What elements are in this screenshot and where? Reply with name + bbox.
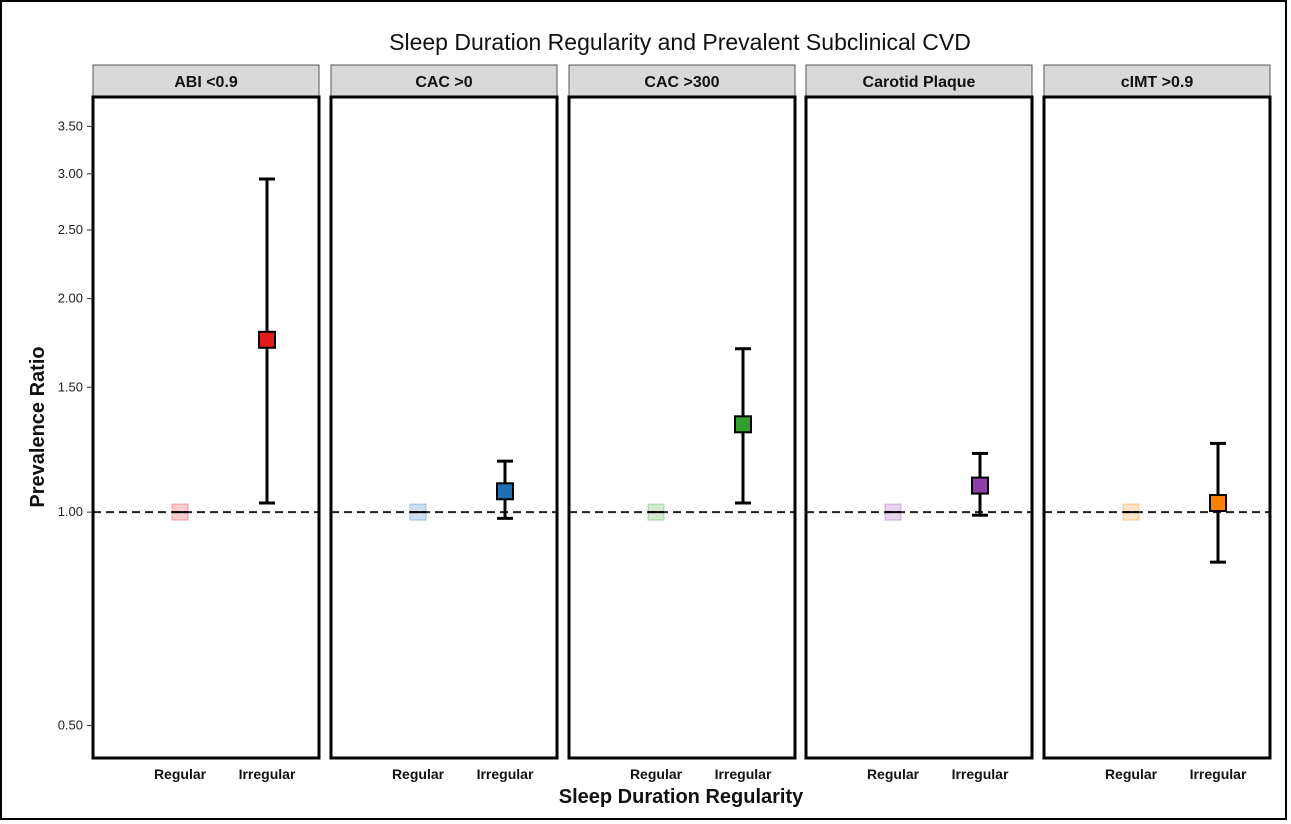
y-tick-label: 3.00 (58, 166, 83, 181)
facet-strip (568, 64, 796, 97)
x-tick-label: Regular (630, 766, 683, 782)
point-irregular (258, 330, 276, 349)
y-tick-label: 2.50 (58, 222, 83, 237)
facet-strip-label: CAC >0 (415, 74, 472, 91)
facet-panel-border (329, 95, 559, 760)
point-irregular (1209, 494, 1227, 513)
y-tick-label: 2.00 (58, 291, 83, 306)
facet-strip (805, 64, 1033, 97)
facet-panel-border (91, 95, 321, 760)
facet-panel-border (1042, 95, 1272, 760)
x-tick-label: Irregular (477, 766, 534, 782)
facet-panel: Carotid Plaque Regular Irregular (804, 64, 1034, 782)
facet-strip-label: cIMT >0.9 (1121, 74, 1194, 91)
facet-panel-border (804, 95, 1034, 760)
facet-strip-label: ABI <0.9 (174, 74, 238, 91)
x-tick-label: Irregular (1190, 766, 1247, 782)
y-tick-label: 3.50 (58, 118, 83, 133)
y-axis-title: Prevalence Ratio (27, 346, 49, 507)
facet-panel-border (567, 95, 797, 760)
chart-title: Sleep Duration Regularity and Prevalent … (389, 29, 971, 55)
facet-strip (92, 64, 320, 97)
y-tick-label: 1.00 (58, 504, 83, 519)
facet-strip (1043, 64, 1271, 97)
x-tick-label: Regular (1105, 766, 1158, 782)
facet-panel: ABI <0.9 Regular Irregular (91, 64, 321, 782)
x-tick-label: Irregular (715, 766, 772, 782)
facet-strip-label: Carotid Plaque (863, 74, 976, 91)
y-axis: 0.50 1.00 1.50 2.00 2.50 3.00 3.50 (58, 118, 93, 733)
x-tick-label: Regular (867, 766, 920, 782)
y-tick-label: 0.50 (58, 718, 83, 733)
x-tick-label: Irregular (952, 766, 1009, 782)
x-tick-label: Regular (154, 766, 207, 782)
x-tick-label: Regular (392, 766, 445, 782)
facet-panel: CAC >0 Regular Irregular (329, 64, 559, 782)
facet-panel: CAC >300 Regular Irregular (567, 64, 797, 782)
point-irregular (496, 482, 514, 501)
x-axis-title: Sleep Duration Regularity (559, 786, 804, 808)
point-irregular (971, 476, 989, 495)
facet-panel: cIMT >0.9 Regular Irregular (1042, 64, 1272, 782)
x-tick-label: Irregular (239, 766, 296, 782)
facet-strip-label: CAC >300 (644, 74, 719, 91)
point-irregular (734, 415, 752, 434)
y-tick-label: 1.50 (58, 379, 83, 394)
facet-panels: ABI <0.9 Regular Irregular CAC >0 Regular Irr… (91, 64, 1272, 782)
